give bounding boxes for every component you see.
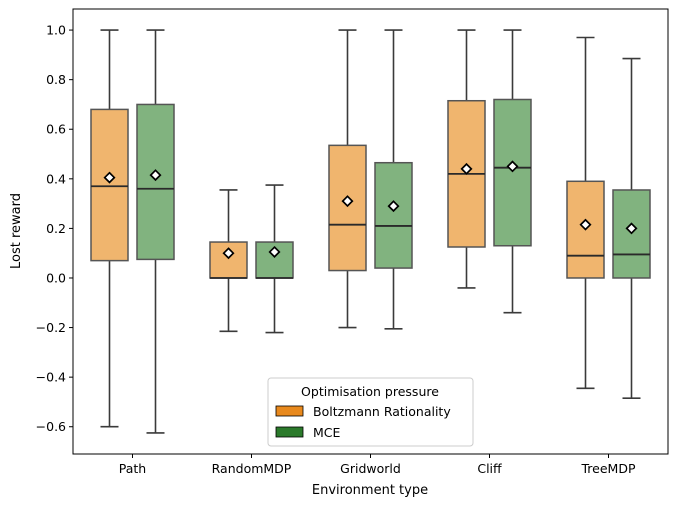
legend: Optimisation pressure Boltzmann Rational… [267,377,474,447]
x-axis-title: Environment type [312,483,428,498]
y-axis-ticks: −0.6 −0.4 −0.2 0.0 0.2 0.4 0.6 0.8 1.0 [36,23,73,434]
x-tick-label: Path [119,461,146,476]
box-group-mce [493,29,532,314]
box-iqr [90,108,129,262]
box-group-mce [612,57,651,400]
y-axis-title: Lost reward [9,193,24,269]
legend-box [267,377,474,447]
legend-swatch-boltzmann [275,405,304,417]
y-tick-label: −0.6 [36,419,66,434]
y-tick-label: 1.0 [46,23,66,38]
mean-marker [579,218,592,231]
y-tick-label: 0.2 [46,221,66,236]
box-group-mce [255,184,294,334]
plot-area-frame [72,8,669,455]
box-iqr [374,161,413,269]
legend-label-boltzmann: Boltzmann Rationality [313,404,451,419]
mean-marker [341,195,354,208]
mean-marker [387,200,400,213]
y-tick-label: 0.0 [46,270,66,285]
mean-marker [222,247,235,260]
legend-title: Optimisation pressure [301,384,439,399]
box-iqr [328,144,367,272]
box-group-mce [136,29,175,434]
mean-marker [149,169,162,182]
box-iqr [136,103,175,261]
box-group-boltzmann-rationality [209,189,248,333]
box-plot-series [90,29,651,434]
box-iqr [493,98,532,247]
x-tick-label: RandomMDP [212,461,292,476]
y-tick-label: −0.4 [36,370,66,385]
x-tick-label: Gridworld [340,461,401,476]
y-tick-label: −0.2 [36,320,66,335]
x-tick-label: TreeMDP [581,461,636,476]
box-group-boltzmann-rationality [90,29,129,428]
box-group-boltzmann-rationality [328,29,367,329]
y-tick-label: 0.8 [46,72,66,87]
legend-label-mce: MCE [313,425,341,440]
x-axis-ticks: Path RandomMDP Gridworld Cliff TreeMDP [119,454,636,476]
y-tick-label: 0.6 [46,122,66,137]
box-group-boltzmann-rationality [566,36,605,390]
mean-marker [625,222,638,235]
x-tick-label: Cliff [477,461,502,476]
mean-marker [268,245,281,258]
box-group-boltzmann-rationality [447,29,486,289]
mean-marker [506,160,519,173]
mean-marker [103,171,116,184]
y-tick-label: 0.4 [46,171,66,186]
box-group-mce [374,29,413,330]
legend-swatch-mce [275,426,304,438]
mean-marker [460,162,473,175]
